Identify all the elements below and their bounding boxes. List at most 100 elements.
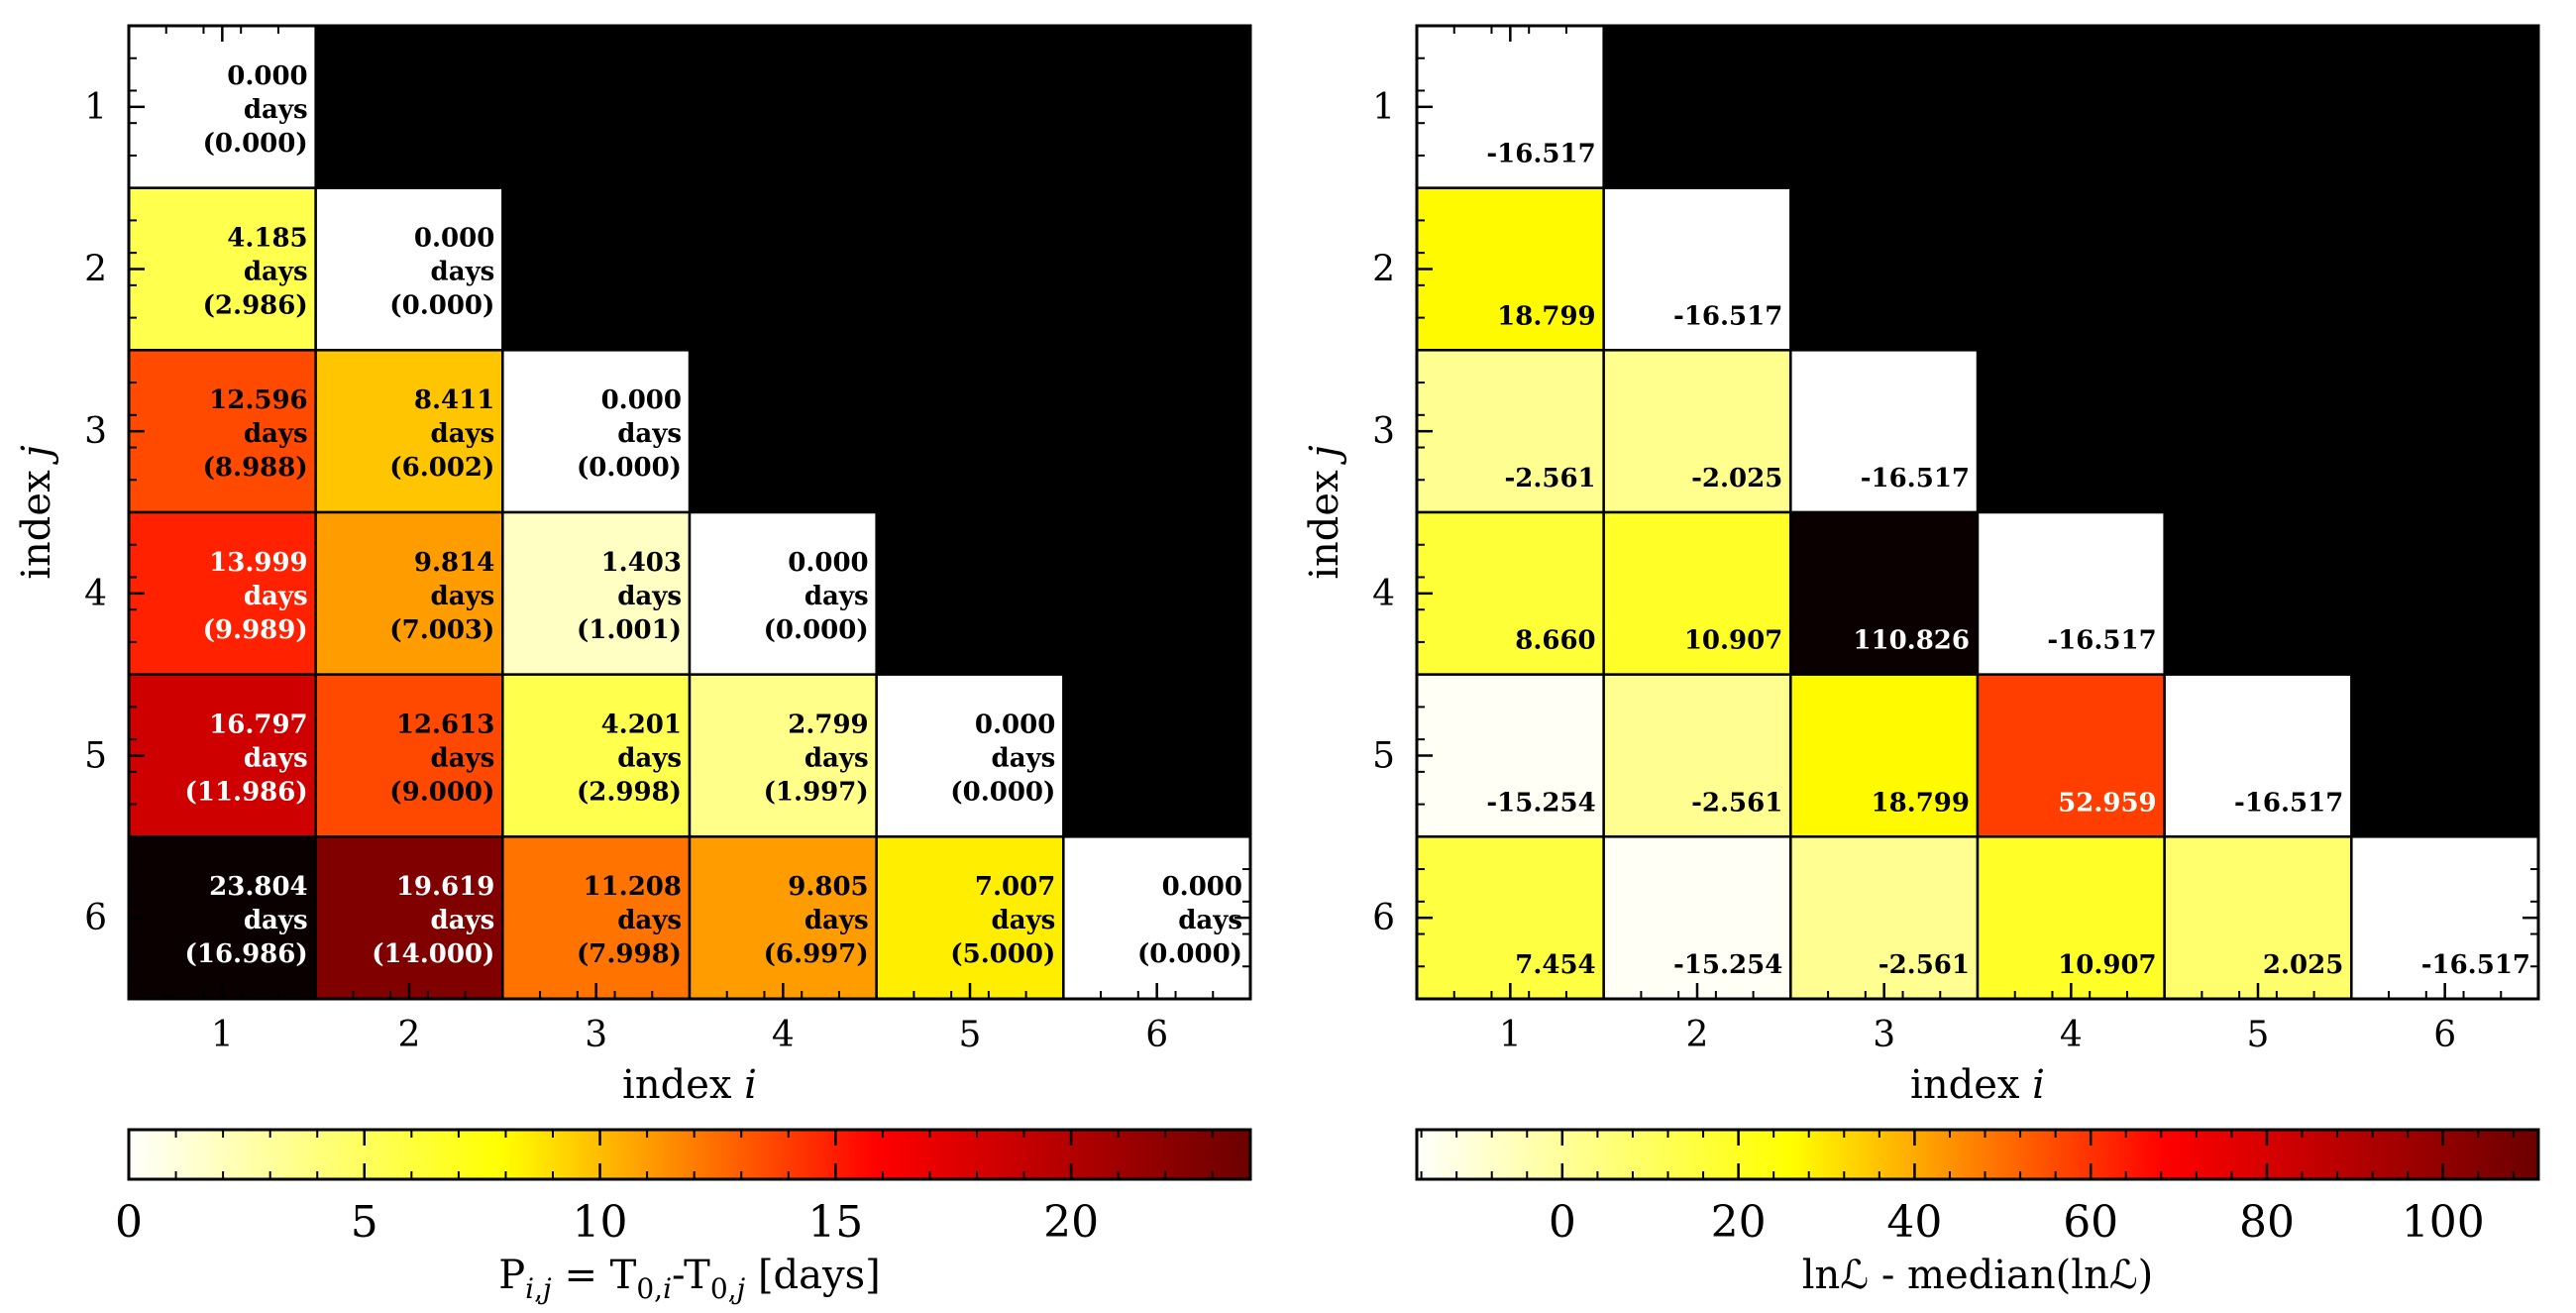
- cell-value-label: (14.000): [372, 939, 494, 969]
- x-tick-label: 3: [1873, 1015, 1895, 1055]
- cell-value-label: 2.025: [2263, 950, 2343, 980]
- heatmap-cell: [875, 673, 1065, 838]
- cell-value-label: -2.561: [1878, 950, 1970, 980]
- cell-value-label: (11.986): [185, 778, 308, 808]
- cell-value-label: days: [431, 744, 495, 774]
- cell-value-label: 2.799: [788, 711, 868, 740]
- cell-value-label: days: [431, 582, 495, 611]
- cell-value-label: (6.997): [764, 939, 869, 969]
- cell-value-label: days: [244, 582, 308, 611]
- colorbar-tick-label: 20: [1043, 1197, 1099, 1248]
- y-tick-label: 4: [1372, 574, 1395, 614]
- y-axis-label: index j: [1302, 445, 1347, 580]
- cell-value-label: 8.411: [414, 385, 494, 415]
- cell-value-label: 110.826: [1853, 626, 1970, 656]
- cell-value-label: (1.997): [764, 778, 869, 808]
- heatmap-cell: [127, 24, 317, 189]
- colorbar-frame: [1415, 1128, 2540, 1181]
- colorbar-label: lnℒ - median(lnℒ): [1802, 1253, 2154, 1298]
- x-axis-label-symbol: i: [2032, 1062, 2045, 1108]
- y-axis-label: index j: [14, 445, 59, 580]
- colorbar-tick-label: 20: [1711, 1197, 1767, 1248]
- cell-value-label: 9.814: [414, 548, 494, 578]
- cell-value-label: days: [244, 95, 308, 125]
- cell-value-label: 7.454: [1515, 950, 1595, 980]
- heatmap-cell: [1062, 835, 1252, 1001]
- cell-value-label: -15.254: [1673, 950, 1782, 980]
- heatmap-cell: [1415, 186, 1605, 352]
- y-tick-label: 5: [84, 736, 107, 777]
- x-tick-label: 4: [772, 1015, 795, 1055]
- y-tick-label: 2: [1372, 250, 1395, 290]
- y-tick-label: 1: [84, 87, 107, 128]
- cell-value-label: (0.000): [577, 453, 682, 483]
- cell-value-label: 0.000: [975, 711, 1055, 740]
- colorbar-tick-label: 0: [1549, 1197, 1576, 1248]
- cell-value-label: 4.201: [601, 711, 682, 740]
- heatmap-cell: [127, 510, 317, 676]
- cell-value-label: days: [617, 419, 682, 449]
- cell-value-label: 0.000: [601, 385, 682, 415]
- cell-value-label: (6.002): [389, 453, 494, 483]
- colorbar-tick-label: 60: [2063, 1197, 2118, 1248]
- heatmap-cell: [501, 510, 692, 676]
- cell-value-label: (2.998): [577, 778, 682, 808]
- cell-value-label: (0.000): [764, 615, 869, 645]
- cell-value-label: 12.596: [209, 385, 308, 415]
- cell-value-label: days: [431, 906, 495, 935]
- cell-value-label: (2.986): [203, 291, 308, 321]
- axes-frame: [127, 24, 1252, 1001]
- x-tick-label: 1: [211, 1015, 234, 1055]
- cell-value-label: 12.613: [396, 711, 495, 740]
- cell-value-label: days: [431, 419, 495, 449]
- cell-value-label: -16.517: [1673, 301, 1782, 331]
- heatmap-cell: [1415, 24, 1605, 189]
- x-tick-label: 5: [959, 1015, 982, 1055]
- cell-value-label: -16.517: [1861, 464, 1970, 493]
- cell-value-label: days: [617, 744, 682, 774]
- cell-value-label: days: [244, 258, 308, 287]
- colorbar-tick-label: 100: [2402, 1197, 2485, 1248]
- cell-value-label: 11.208: [583, 872, 682, 902]
- cell-value-label: 0.000: [227, 61, 307, 91]
- cell-value-label: days: [805, 582, 869, 611]
- cell-value-label: (7.003): [389, 615, 494, 645]
- heatmap-cell: [1789, 510, 1980, 676]
- y-tick-label: 4: [84, 574, 107, 614]
- heatmap-cell: [1602, 349, 1792, 514]
- cell-value-label: days: [805, 906, 869, 935]
- colorbar: 0 20 40 60 80 100 lnℒ - median(lnℒ): [1415, 1128, 2540, 1298]
- heatmap-cell: [1602, 835, 1792, 1001]
- cell-value-label: 23.804: [209, 872, 308, 902]
- x-axis-label: index i: [622, 1062, 757, 1108]
- cell-value-label: 16.797: [209, 711, 308, 740]
- heatmap-cell: [314, 673, 504, 838]
- cell-value-label: days: [805, 744, 869, 774]
- cell-value-label: -2.025: [1691, 464, 1782, 493]
- y-tick-label: 2: [84, 250, 107, 290]
- cell-value-label: 0.000: [414, 224, 494, 254]
- x-axis-label: index i: [1910, 1062, 2045, 1108]
- cell-value-label: days: [992, 744, 1056, 774]
- heatmap-cell: [1415, 673, 1605, 838]
- cell-value-label: 9.805: [788, 872, 868, 902]
- cell-value-label: (16.986): [185, 939, 308, 969]
- cell-value-label: (0.000): [950, 778, 1055, 808]
- colorbar-frame: [127, 1128, 1252, 1181]
- colorbar-tick-label: 80: [2239, 1197, 2295, 1248]
- cell-value-label: days: [992, 906, 1056, 935]
- colorbar-tick-label: 0: [115, 1197, 143, 1248]
- x-tick-label: 1: [1499, 1015, 1522, 1055]
- cell-value-label: (8.988): [203, 453, 308, 483]
- x-tick-label: 5: [2247, 1015, 2270, 1055]
- colorbar-tick-label: 40: [1886, 1197, 1942, 1248]
- cell-value-label: (9.000): [389, 778, 494, 808]
- cell-value-label: (9.989): [203, 615, 308, 645]
- cell-value-label: -16.517: [2234, 788, 2343, 818]
- heatmap-cell: [314, 835, 504, 1001]
- x-tick-label: 6: [1145, 1015, 1168, 1055]
- cell-value-label: (0.000): [1137, 939, 1242, 969]
- cell-value-label: 18.799: [1871, 788, 1970, 818]
- cell-value-label: days: [244, 906, 308, 935]
